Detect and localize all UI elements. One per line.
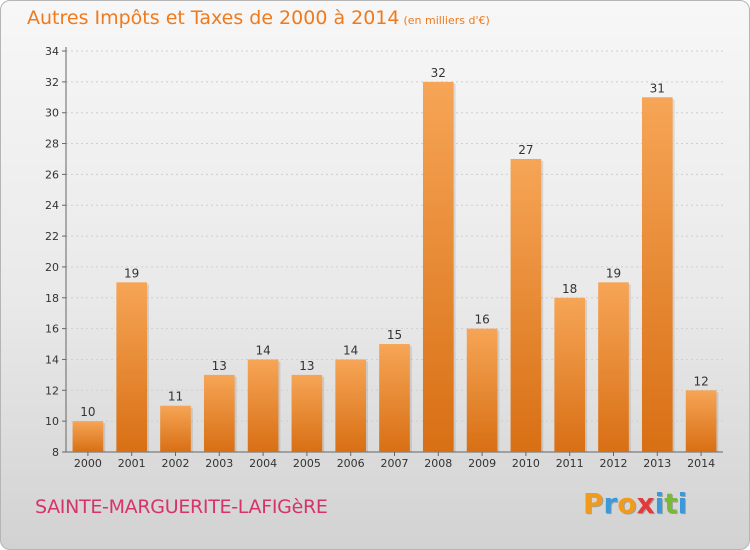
x-tick-label: 2003 — [205, 457, 233, 470]
logo-letter: t — [664, 487, 678, 520]
title-main: Autres Impôts et Taxes de 2000 à 2014 — [27, 7, 400, 29]
x-tick-label: 2012 — [600, 457, 628, 470]
data-label: 12 — [693, 374, 708, 388]
chart-title: Autres Impôts et Taxes de 2000 à 2014 (en… — [27, 7, 490, 29]
x-tick-label: 2013 — [643, 457, 671, 470]
x-tick-label: 2002 — [162, 457, 190, 470]
data-label: 19 — [606, 266, 621, 280]
logo-letter: r — [603, 487, 618, 520]
x-tick-label: 2004 — [249, 457, 277, 470]
bar — [247, 359, 279, 452]
y-tick-label: 22 — [45, 230, 59, 243]
data-label: 31 — [650, 81, 665, 95]
data-label: 13 — [212, 359, 227, 373]
logo-letter: i — [677, 487, 688, 520]
data-label: 32 — [431, 66, 446, 80]
bar — [116, 282, 148, 452]
data-label: 10 — [80, 405, 95, 419]
y-tick-label: 12 — [45, 384, 59, 397]
x-tick-label: 2006 — [337, 457, 365, 470]
bar — [422, 81, 454, 452]
bar — [685, 390, 717, 452]
y-tick-label: 18 — [45, 292, 59, 305]
x-tick-label: 2001 — [118, 457, 146, 470]
x-tick-label: 2010 — [512, 457, 540, 470]
bar — [466, 328, 498, 452]
x-tick-label: 2005 — [293, 457, 321, 470]
bar — [379, 344, 410, 452]
bar — [335, 359, 367, 452]
y-tick-label: 26 — [45, 168, 59, 181]
data-label: 15 — [387, 328, 402, 342]
x-tick-label: 2009 — [468, 457, 496, 470]
y-tick-label: 34 — [45, 45, 59, 58]
data-label: 19 — [124, 266, 139, 280]
y-tick-label: 28 — [45, 138, 59, 151]
y-tick-label: 32 — [45, 76, 59, 89]
y-tick-label: 24 — [45, 199, 59, 212]
bar — [510, 158, 542, 452]
bar — [160, 405, 191, 452]
data-label: 11 — [168, 390, 183, 404]
data-label: 27 — [518, 143, 533, 157]
y-tick-label: 20 — [45, 261, 59, 274]
y-tick-label: 10 — [45, 415, 59, 428]
bar — [598, 282, 629, 452]
x-tick-label: 2014 — [687, 457, 715, 470]
bar — [72, 421, 104, 452]
title-unit: (en milliers d'€) — [403, 14, 490, 27]
logo-letter: x — [636, 487, 655, 520]
x-tick-label: 2008 — [424, 457, 452, 470]
y-tick-label: 8 — [52, 446, 59, 459]
data-label: 13 — [299, 359, 314, 373]
bar — [641, 97, 673, 453]
data-label: 18 — [562, 282, 577, 296]
data-label: 14 — [255, 343, 270, 357]
bar — [554, 297, 586, 452]
data-label: 16 — [474, 313, 489, 327]
bar — [291, 374, 323, 452]
x-tick-label: 2011 — [556, 457, 584, 470]
y-tick-label: 14 — [45, 353, 59, 366]
x-tick-label: 2007 — [381, 457, 409, 470]
bar — [203, 374, 235, 452]
logo-letter: P — [583, 487, 604, 520]
y-tick-label: 30 — [45, 107, 59, 120]
logo-letter: i — [654, 487, 665, 520]
commune-name: SAINTE-MARGUERITE-LAFIGèRE — [35, 496, 328, 518]
proxiti-logo: Proxiti — [583, 487, 687, 520]
y-tick-label: 16 — [45, 323, 59, 336]
x-tick-label: 2000 — [74, 457, 102, 470]
logo-letter: o — [617, 487, 637, 520]
data-label: 14 — [343, 343, 358, 357]
